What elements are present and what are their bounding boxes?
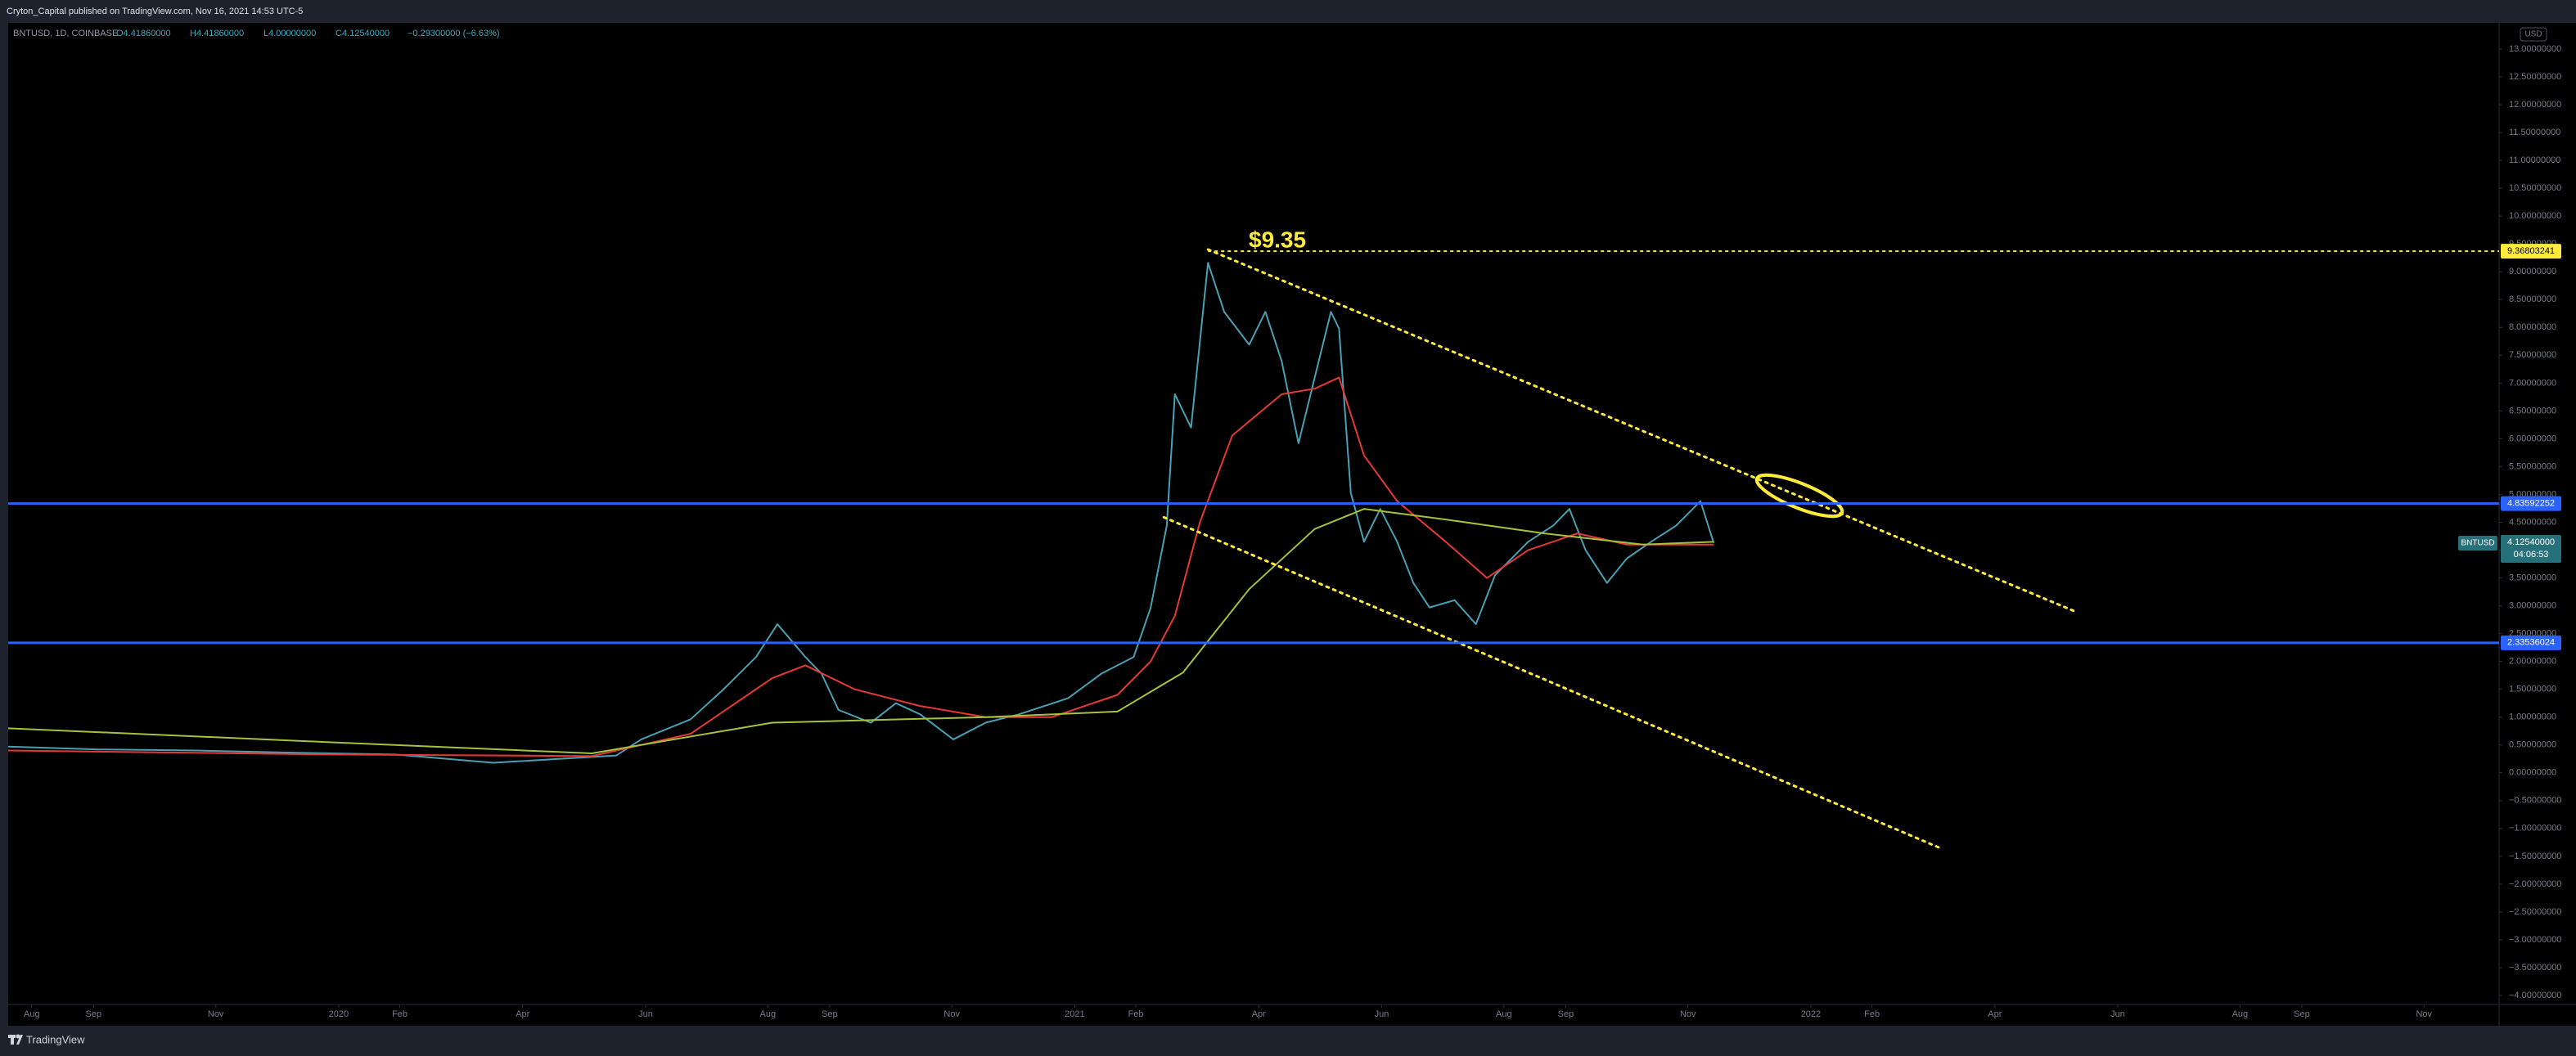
y-tick-label: −3.50000000 — [2509, 963, 2562, 973]
x-tick-label: Jun — [2110, 1009, 2125, 1019]
x-tick-label: 2022 — [1801, 1009, 1821, 1019]
y-tick-label: 6.50000000 — [2509, 406, 2556, 416]
y-tick-label: 12.00000000 — [2509, 100, 2561, 110]
y-tick-label: 12.50000000 — [2509, 72, 2561, 82]
y-tick-label: 11.00000000 — [2509, 155, 2560, 165]
price-line — [8, 508, 1714, 754]
currency: USD — [2524, 30, 2542, 39]
x-tick-label: 2021 — [1065, 1009, 1084, 1019]
price-annotation: $9.35 — [1249, 227, 1306, 252]
price-tag-label: 9.36803241 — [2507, 246, 2555, 256]
y-tick-label: 7.00000000 — [2509, 378, 2556, 388]
x-tick-label: Jun — [638, 1009, 653, 1019]
last-price-label: 4.12540000 — [2507, 537, 2555, 547]
y-tick-label: 3.00000000 — [2509, 601, 2556, 611]
price-tag — [2501, 635, 2561, 650]
x-tick-label: Aug — [760, 1009, 777, 1019]
y-tick-label: 10.50000000 — [2509, 183, 2561, 193]
legend-high: H4.41860000 — [190, 29, 244, 38]
logo-part — [16, 1034, 20, 1039]
x-tick-label: Aug — [24, 1009, 40, 1019]
y-tick-label: 8.00000000 — [2509, 322, 2556, 332]
x-tick-label: Aug — [1496, 1009, 1512, 1019]
price-tag-label: 2.33536024 — [2507, 638, 2555, 648]
y-tick-label: 8.50000000 — [2509, 294, 2556, 304]
plot-area — [8, 248, 2499, 851]
y-tick-label: 5.50000000 — [2509, 461, 2556, 471]
x-tick-label: Nov — [208, 1009, 224, 1019]
x-tick-label: 2020 — [329, 1009, 349, 1019]
y-tick-label: 13.00000000 — [2509, 44, 2561, 54]
legend-close: C4.12540000 — [336, 29, 390, 38]
logo-part — [11, 1035, 14, 1045]
x-tick-label: Jun — [1375, 1009, 1389, 1019]
y-tick-label: −2.50000000 — [2509, 907, 2562, 917]
y-tick-label: −0.50000000 — [2509, 796, 2562, 806]
chart-background — [8, 23, 2576, 1026]
y-tick-label: 1.00000000 — [2509, 712, 2556, 722]
countdown: 04:06:53 — [2514, 550, 2549, 559]
legend-symbol: BNTUSD, 1D, COINBASE — [13, 29, 118, 38]
y-tick-label: 0.50000000 — [2509, 740, 2556, 750]
price-tag — [2501, 496, 2561, 511]
y-tick-label: 9.00000000 — [2509, 267, 2556, 276]
x-tick-label: Nov — [2416, 1009, 2432, 1019]
x-tick-label: Feb — [1864, 1009, 1880, 1019]
y-tick-label: 1.50000000 — [2509, 685, 2556, 694]
x-tick-label: Sep — [86, 1009, 102, 1019]
header-text: Cryton_Capital published on TradingView.… — [7, 7, 303, 16]
brand: TradingView — [8, 1033, 85, 1045]
x-tick-label: Sep — [1558, 1009, 1574, 1019]
y-tick-label: 10.00000000 — [2509, 211, 2561, 221]
price-line — [8, 376, 1714, 757]
y-tick-label: 0.00000000 — [2509, 768, 2556, 778]
logo-part — [16, 1035, 23, 1045]
symbol-tag — [2458, 536, 2497, 551]
last-price-tag — [2501, 535, 2561, 564]
price-tag-label: 4.83592252 — [2507, 499, 2555, 509]
trend-line — [1162, 515, 1944, 851]
symbol-tag-label: BNTUSD — [2461, 539, 2494, 548]
x-tick-label: Sep — [822, 1009, 838, 1019]
legend-change: −0.29300000 (−6.63%) — [408, 29, 500, 38]
currency-box[interactable] — [2520, 27, 2547, 42]
y-tick-label: 11.50000000 — [2509, 128, 2560, 137]
y-tick-label: 4.50000000 — [2509, 517, 2556, 527]
x-tick-label: Apr — [1988, 1009, 2002, 1019]
y-tick-label: −1.50000000 — [2509, 852, 2562, 861]
x-tick-label: Nov — [1680, 1009, 1696, 1019]
y-tick-label: 3.50000000 — [2509, 573, 2556, 582]
legend-low: L4.00000000 — [263, 29, 316, 38]
y-tick-label: 7.50000000 — [2509, 350, 2556, 360]
x-tick-label: Feb — [392, 1009, 408, 1019]
price-line — [8, 262, 1715, 764]
brand-name: TradingView — [26, 1033, 85, 1045]
price-tag — [2501, 244, 2561, 259]
x-tick-label: Aug — [2232, 1009, 2249, 1019]
y-tick-label: 6.00000000 — [2509, 434, 2556, 443]
x-tick-label: Apr — [1252, 1009, 1266, 1019]
legend-open: O4.41860000 — [116, 29, 171, 38]
y-tick-label: −2.00000000 — [2509, 879, 2562, 889]
y-tick-label: 2.00000000 — [2509, 657, 2556, 667]
x-tick-label: Feb — [1128, 1009, 1144, 1019]
x-tick-label: Apr — [516, 1009, 529, 1019]
y-tick-label: −4.00000000 — [2509, 991, 2562, 1000]
trend-line — [1206, 248, 2075, 613]
x-tick-label: Sep — [2294, 1009, 2310, 1019]
x-tick-label: Nov — [943, 1009, 960, 1019]
y-tick-label: −1.00000000 — [2509, 824, 2562, 834]
y-tick-label: −3.00000000 — [2509, 935, 2562, 945]
